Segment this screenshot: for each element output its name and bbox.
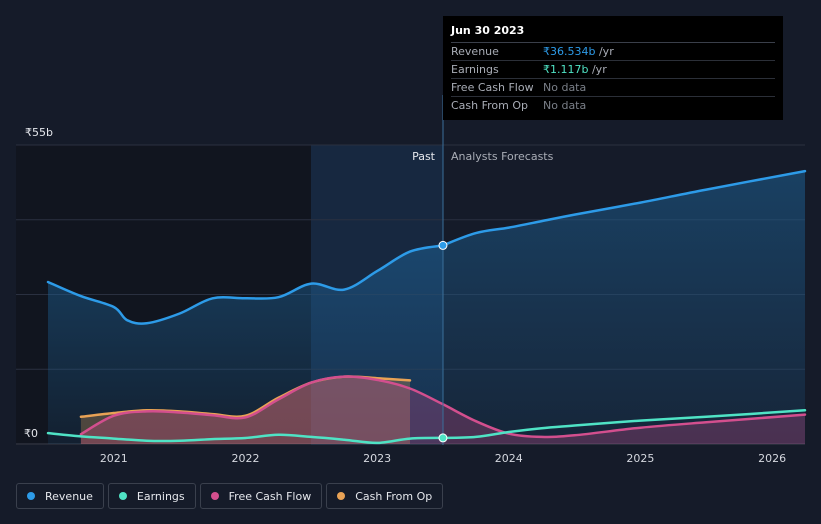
legend-item-free-cash-flow[interactable]: Free Cash Flow [199, 483, 323, 509]
tooltip-value: ₹1.117b [543, 63, 589, 76]
revenue-line [46, 244, 445, 325]
earnings-line [46, 431, 445, 445]
earnings-forecast-line [441, 409, 807, 440]
x-tick-label: 2025 [626, 452, 654, 465]
series-areas [48, 171, 805, 444]
tooltip-row-free-cash-flow: Free Cash Flow No data [451, 79, 775, 97]
free-cash-flow-line [79, 375, 807, 439]
tooltip-unit: /yr [588, 63, 607, 76]
x-tick-label: 2024 [495, 452, 523, 465]
x-tick-label: 2026 [758, 452, 786, 465]
legend-item-earnings[interactable]: Earnings [107, 483, 196, 509]
revenue-forecast-line [441, 169, 807, 247]
tooltip-label: Revenue [451, 45, 499, 58]
tooltip: Jun 30 2023 Revenue ₹36.534b /yr Earning… [443, 16, 783, 120]
revenue-marker [438, 240, 448, 250]
tooltip-label: Free Cash Flow [451, 81, 534, 94]
tooltip-value: No data [543, 99, 587, 112]
earnings-marker [438, 433, 448, 443]
tooltip-label: Cash From Op [451, 99, 529, 112]
tooltip-value: No data [543, 81, 587, 94]
y-axis-zero-label: ₹0 [24, 427, 38, 440]
chart-area: ₹55b ₹0 Past Analysts Forecasts 2021 2022… [16, 95, 807, 465]
series-lines [46, 169, 807, 445]
forecast-label: Analysts Forecasts [451, 150, 554, 163]
cash-from-op-area [80, 376, 411, 444]
legend-item-cash-from-op[interactable]: Cash From Op [326, 483, 444, 509]
past-label: Past [412, 150, 436, 163]
legend-label: Earnings [136, 489, 185, 503]
x-tick-label: 2021 [100, 452, 128, 465]
legend-item-revenue[interactable]: Revenue [16, 483, 104, 509]
legend-dot-icon [27, 492, 35, 500]
legend-dot-icon [118, 492, 127, 500]
legend-label: Cash From Op [355, 489, 433, 503]
tooltip-date: Jun 30 2023 [451, 24, 775, 43]
x-tick-label: 2022 [231, 452, 259, 465]
legend-label: Free Cash Flow [228, 489, 312, 503]
tooltip-value: ₹36.534b [543, 45, 596, 58]
x-axis-ticks: 2021 2022 2023 2024 2025 2026 [100, 452, 786, 465]
legend-dot-icon [210, 492, 219, 500]
y-axis-top-label: ₹55b [25, 126, 53, 139]
revenue-forecast-area [443, 171, 805, 444]
revenue-area [48, 245, 443, 444]
tooltip-row-revenue: Revenue ₹36.534b /yr [451, 43, 775, 61]
legend-dot-icon [337, 492, 346, 500]
tooltip-row-earnings: Earnings ₹1.117b /yr [451, 61, 775, 79]
tooltip-row-cash-from-op: Cash From Op No data [451, 97, 775, 114]
legend: Revenue Earnings Free Cash Flow Cash Fro… [16, 483, 444, 509]
tooltip-label: Earnings [451, 63, 499, 76]
tooltip-unit: /yr [595, 45, 614, 58]
x-tick-label: 2023 [363, 452, 391, 465]
series-markers [438, 240, 448, 443]
legend-label: Revenue [45, 489, 93, 503]
